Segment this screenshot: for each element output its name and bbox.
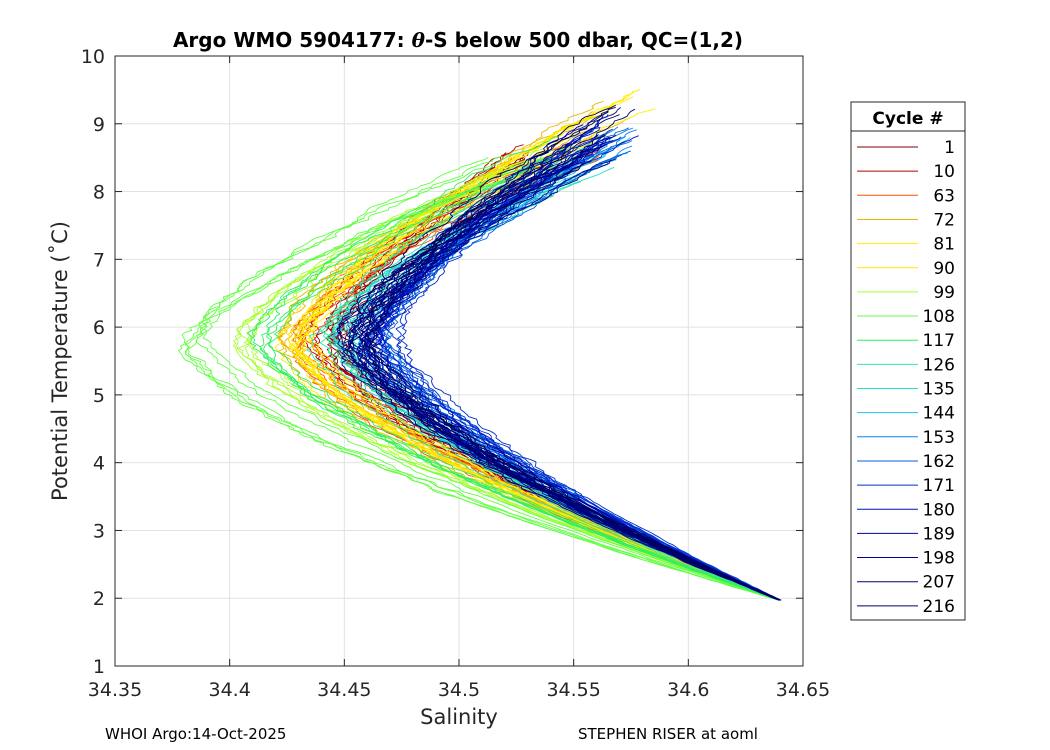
legend-label-162: 162 — [923, 452, 955, 472]
chart-title-theta: θ — [412, 28, 426, 52]
y-tick-label: 9 — [93, 114, 105, 136]
profile-line-cycle-108 — [184, 183, 775, 600]
legend-label-180: 180 — [923, 500, 955, 520]
legend-entries: 1 10 63 72 81 90 99 108 117 126 135 144 153 162 171 180… — [857, 138, 955, 617]
y-tick-label: 7 — [93, 249, 105, 271]
legend-label-63: 63 — [933, 186, 955, 206]
profile-line-cycle-198 — [340, 143, 781, 601]
profile-line-cycle-171 — [396, 133, 779, 600]
y-tick-label: 1 — [93, 656, 105, 678]
legend-label-135: 135 — [923, 380, 955, 400]
legend-label-216: 216 — [923, 597, 955, 617]
y-tick-label: 3 — [93, 520, 105, 542]
legend-label-189: 189 — [923, 524, 955, 544]
footer-left: WHOI Argo:14-Oct-2025 — [105, 725, 287, 743]
chart-title-suffix: -S below 500 dbar, QC=(1,2) — [425, 28, 743, 52]
profile-line-cycle-108 — [201, 164, 778, 600]
legend-label-171: 171 — [923, 476, 955, 496]
profile-line-cycle-108 — [181, 156, 774, 599]
legend-label-198: 198 — [923, 549, 955, 569]
legend-label-90: 90 — [933, 259, 955, 279]
legend-label-1: 1 — [944, 138, 955, 158]
legend-label-144: 144 — [923, 404, 955, 424]
legend-title: Cycle # — [872, 109, 943, 129]
x-tick-label: 34.6 — [667, 679, 709, 701]
y-axis-label: Potential Temperature (˚C) — [48, 221, 72, 501]
profile-line-cycle-207 — [336, 167, 780, 600]
x-tick-label: 34.35 — [88, 679, 142, 701]
legend-label-10: 10 — [933, 162, 955, 182]
y-tick-label: 5 — [93, 385, 105, 407]
chart-title-prefix: Argo WMO 5904177: — [173, 28, 412, 52]
profile-line-cycle-108 — [185, 178, 776, 600]
profile-line-cycle-207 — [349, 164, 778, 600]
profile-line-cycle-171 — [387, 136, 779, 601]
legend-label-99: 99 — [933, 283, 955, 303]
x-axis-label: Salinity — [420, 705, 498, 729]
y-tick-label: 10 — [81, 46, 105, 68]
y-tick-label: 4 — [93, 453, 105, 475]
axis-ticks: 34.35 34.4 34.45 34.5 34.55 34.6 34.65 1 2 3 4 5 6 7 8… — [81, 46, 830, 701]
legend-label-153: 153 — [923, 428, 955, 448]
legend-label-207: 207 — [923, 573, 955, 593]
profile-line-cycle-216 — [370, 110, 781, 601]
profile-line-cycle-117 — [267, 155, 778, 601]
profile-line-cycle-207 — [346, 148, 778, 600]
profile-line-cycle-90 — [294, 133, 776, 600]
profile-line-cycle-99 — [232, 148, 778, 600]
y-tick-label: 6 — [93, 317, 105, 339]
profile-line-cycle-207 — [343, 142, 780, 601]
footer-right: STEPHEN RISER at aoml — [578, 725, 758, 743]
profile-line-cycle-216 — [367, 134, 781, 601]
profile-line-cycle-171 — [395, 126, 778, 600]
legend-label-117: 117 — [923, 331, 955, 351]
profile-series — [178, 89, 782, 601]
legend-label-108: 108 — [923, 307, 955, 327]
y-tick-label: 2 — [93, 588, 105, 610]
profile-line-cycle-99 — [244, 157, 780, 601]
x-tick-label: 34.45 — [317, 679, 371, 701]
profile-line-cycle-117 — [247, 147, 777, 600]
profile-line-cycle-216 — [361, 108, 780, 601]
chart-title: Argo WMO 5904177: θ-S below 500 dbar, QC… — [173, 28, 743, 52]
profile-line-cycle-99 — [234, 170, 780, 601]
x-tick-label: 34.65 — [776, 679, 830, 701]
legend-label-72: 72 — [933, 210, 955, 230]
legend-label-81: 81 — [933, 235, 955, 255]
profile-line-cycle-180 — [370, 111, 776, 599]
y-tick-label: 8 — [93, 182, 105, 204]
profile-line-cycle-117 — [265, 135, 775, 600]
x-tick-label: 34.4 — [209, 679, 251, 701]
legend-label-126: 126 — [923, 355, 955, 375]
legend: Cycle # 11063728190991081171261351441531… — [850, 101, 966, 621]
x-tick-label: 34.55 — [546, 679, 600, 701]
x-tick-label: 34.5 — [438, 679, 480, 701]
